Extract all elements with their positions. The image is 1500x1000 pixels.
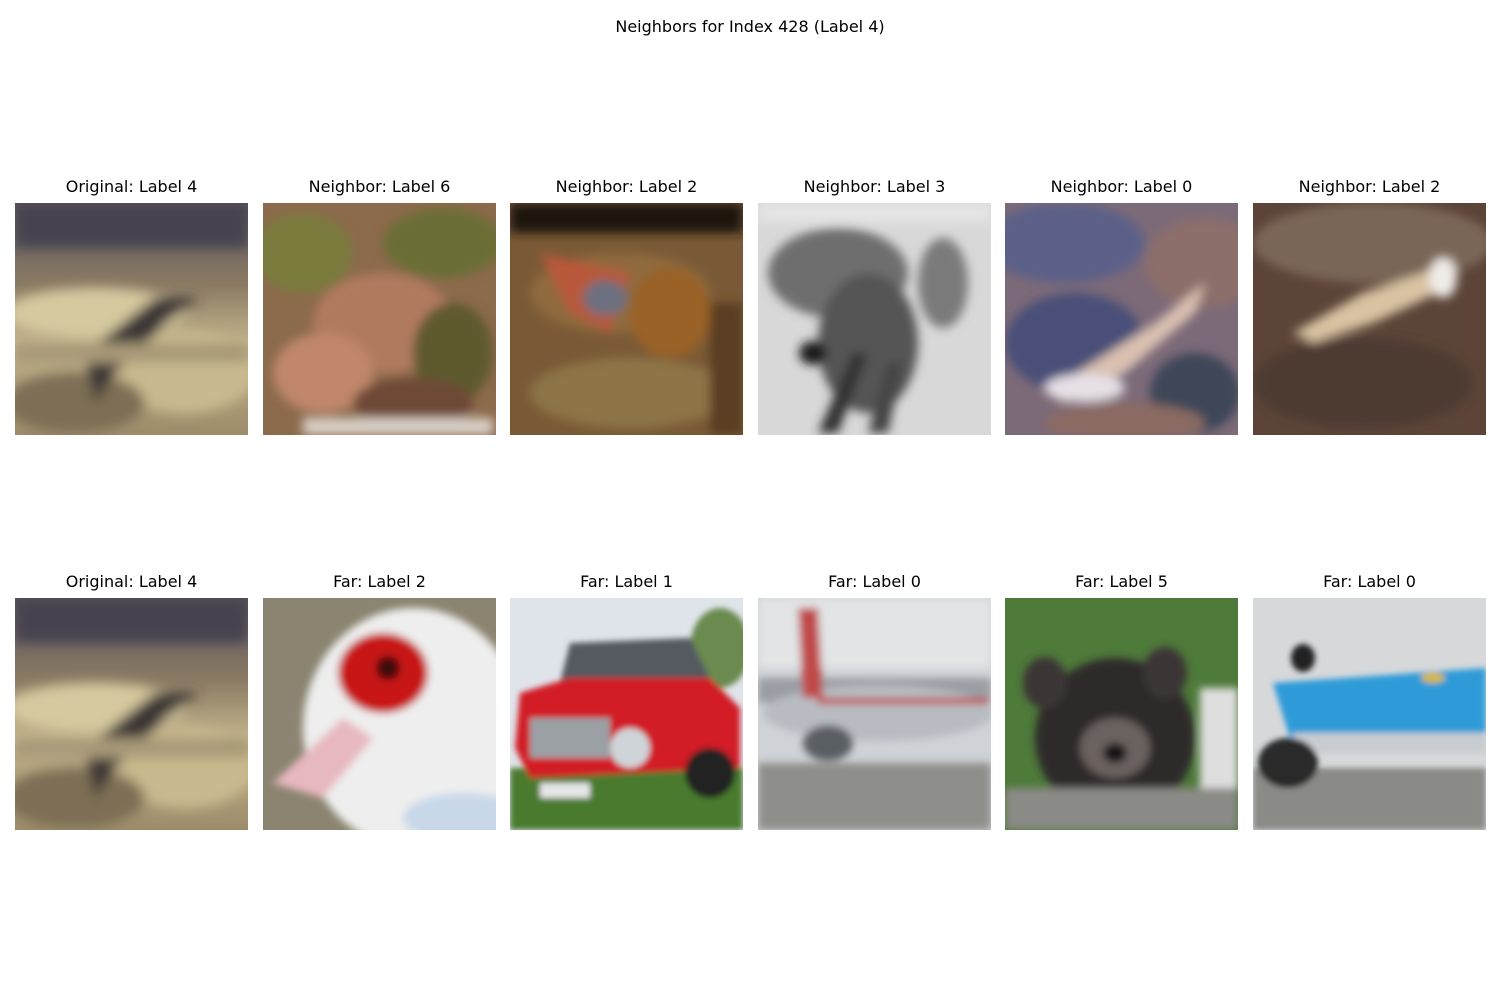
panel-title: Neighbor: Label 0 [1050, 177, 1193, 196]
white-duck-red-face-image [263, 598, 496, 830]
figure-title: Neighbors for Index 428 (Label 4) [615, 17, 885, 36]
bird-on-sand-image [15, 598, 248, 830]
red-car-image [510, 598, 743, 830]
aerial-plane-over-land-image [1005, 203, 1238, 435]
grayscale-cat-image [758, 203, 991, 435]
bird-on-sand-image [15, 203, 248, 435]
black-dog-on-grass-image [1005, 598, 1238, 830]
frog-in-foliage-image [263, 203, 496, 435]
panel-title: Far: Label 2 [333, 572, 426, 591]
panel-title: Far: Label 0 [828, 572, 921, 591]
panel-title: Far: Label 1 [580, 572, 673, 591]
panel-title: Neighbor: Label 3 [803, 177, 946, 196]
panel-title: Far: Label 5 [1075, 572, 1168, 591]
bird-on-ground-image [1253, 203, 1486, 435]
panel-title: Far: Label 0 [1323, 572, 1416, 591]
blue-airliner-image [1253, 598, 1486, 830]
panel-title: Original: Label 4 [65, 177, 198, 196]
panel-title: Neighbor: Label 2 [1298, 177, 1441, 196]
panel-title: Original: Label 4 [65, 572, 198, 591]
panel-title: Neighbor: Label 6 [308, 177, 451, 196]
panel-title: Neighbor: Label 2 [555, 177, 698, 196]
airliner-on-runway-image [758, 598, 991, 830]
bird-against-wall-image [510, 203, 743, 435]
